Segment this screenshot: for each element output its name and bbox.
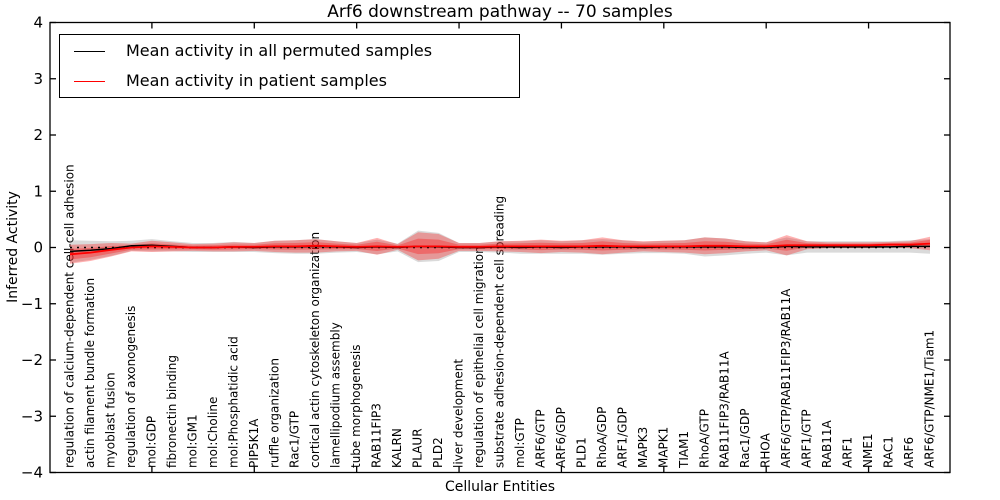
x-category-label: MAPK3 bbox=[636, 427, 650, 468]
x-category-label: ruffle organization bbox=[267, 358, 281, 468]
x-category-label: MAPK1 bbox=[656, 427, 670, 468]
legend-line-sample-permuted bbox=[74, 50, 105, 52]
x-category-label: ARF1 bbox=[841, 437, 855, 468]
patient-std-band-inner bbox=[70, 238, 930, 260]
x-category-label: mol:GM1 bbox=[185, 414, 199, 468]
legend-label-patient: Mean activity in patient samples bbox=[126, 71, 387, 91]
x-category-label: RAC1 bbox=[882, 436, 896, 468]
x-category-label: RAB11A bbox=[820, 419, 834, 468]
x-category-label: RAB11FIP3 bbox=[370, 403, 384, 468]
x-category-label: mol:Choline bbox=[206, 397, 220, 468]
x-category-label: ARF6/GTP/RAB11FIP3/RAB11A bbox=[779, 288, 793, 468]
x-category-label: ARF6/GTP bbox=[533, 409, 547, 468]
x-category-label: PLD1 bbox=[574, 437, 588, 468]
y-tick-label: −1 bbox=[21, 295, 43, 313]
x-category-label: PLAUR bbox=[411, 428, 425, 468]
x-category-label: TIAM1 bbox=[677, 431, 691, 469]
x-category-label: lamellipodium assembly bbox=[329, 322, 343, 468]
x-category-label: RhoA/GTP bbox=[697, 409, 711, 468]
x-category-label: cortical actin cytoskeleton organization bbox=[308, 232, 322, 468]
x-category-label: myoblast fusion bbox=[103, 372, 117, 468]
x-category-label: actin filament bundle formation bbox=[83, 278, 97, 468]
y-tick-label: 1 bbox=[33, 182, 43, 200]
x-category-label: KALRN bbox=[390, 428, 404, 468]
x-category-label: ARF6 bbox=[902, 437, 916, 468]
patient-mean-line bbox=[69, 242, 931, 256]
x-category-label: RAB11FIP3/RAB11A bbox=[718, 351, 732, 468]
x-category-label: Rac1/GDP bbox=[738, 409, 752, 468]
x-category-label: fibronectin binding bbox=[165, 355, 179, 468]
legend-label-permuted: Mean activity in all permuted samples bbox=[126, 41, 433, 61]
legend-entry-patient: Mean activity in patient samples bbox=[60, 66, 519, 96]
x-category-label: ARF1/GTP bbox=[800, 409, 814, 468]
y-tick-label: 2 bbox=[33, 126, 43, 144]
y-tick-label: −3 bbox=[21, 407, 43, 425]
y-tick-label: 0 bbox=[33, 239, 43, 257]
x-category-label: RhoA/GDP bbox=[595, 407, 609, 468]
x-category-label: mol:GTP bbox=[513, 418, 527, 468]
legend-entry-permuted: Mean activity in all permuted samples bbox=[60, 36, 519, 66]
x-axis-title: Cellular Entities bbox=[444, 479, 556, 495]
x-category-label: Rac1/GTP bbox=[288, 411, 302, 468]
y-tick-label: 3 bbox=[33, 70, 43, 88]
x-category-label: regulation of epithelial cell migration bbox=[472, 246, 486, 468]
x-category-label: liver development bbox=[452, 359, 466, 468]
x-category-label: ARF6/GDP bbox=[554, 407, 568, 468]
x-category-label: regulation of calcium-dependent cell-cel… bbox=[63, 164, 77, 468]
x-category-label: substrate adhesion-dependent cell spread… bbox=[493, 196, 507, 468]
y-tick-label: −4 bbox=[21, 464, 43, 482]
x-category-label: PIP5K1A bbox=[247, 418, 261, 468]
x-category-label: RHOA bbox=[759, 432, 773, 468]
x-category-label: NME1 bbox=[861, 433, 875, 468]
x-category-label: ARF6/GTP/NME1/Tiam1 bbox=[923, 330, 937, 468]
y-tick-label: −2 bbox=[21, 351, 43, 369]
x-category-label: ARF1/GDP bbox=[615, 407, 629, 468]
patient-std-band bbox=[70, 232, 930, 264]
y-axis-title: Inferred Activity bbox=[5, 191, 21, 303]
chart-title: Arf6 downstream pathway -- 70 samples bbox=[327, 2, 673, 22]
y-tick-label: 4 bbox=[33, 14, 43, 32]
legend: Mean activity in all permuted samples Me… bbox=[59, 34, 520, 98]
x-category-label: regulation of axonogenesis bbox=[124, 306, 138, 468]
x-category-label: mol:Phosphatidic acid bbox=[226, 336, 240, 468]
x-category-label: mol:GDP bbox=[144, 416, 158, 468]
x-category-label: PLD2 bbox=[431, 437, 445, 468]
x-category-label: tube morphogenesis bbox=[349, 345, 363, 468]
legend-line-sample-patient bbox=[74, 80, 105, 82]
